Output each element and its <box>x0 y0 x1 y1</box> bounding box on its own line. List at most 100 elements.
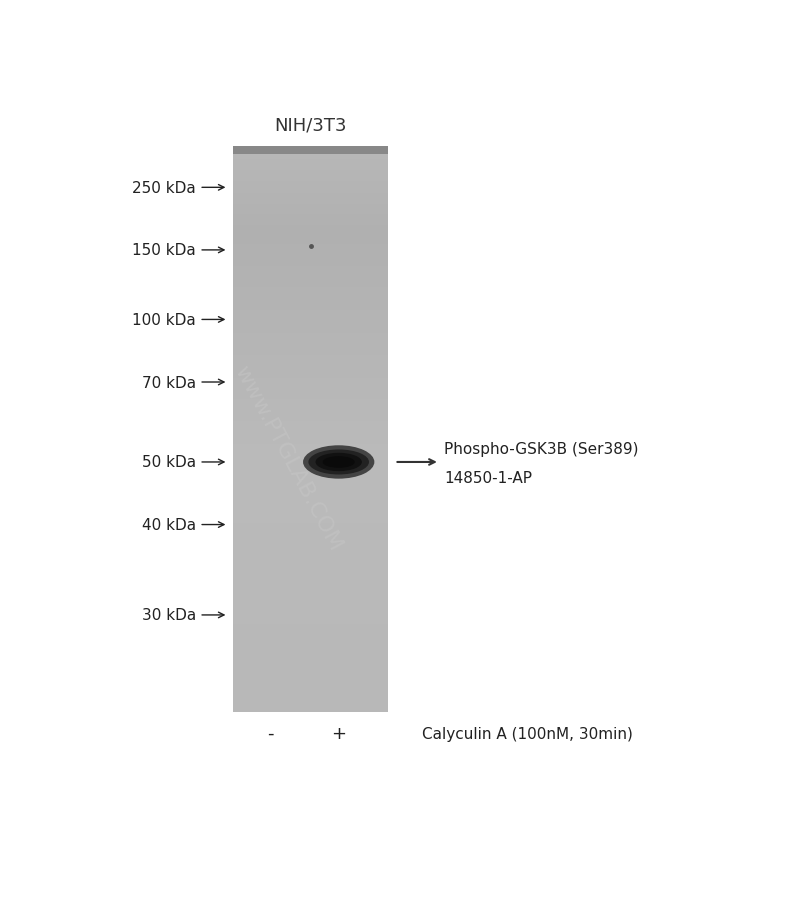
Bar <box>234 262 388 263</box>
Bar <box>234 573 388 575</box>
Bar <box>234 692 388 694</box>
Bar <box>234 647 388 649</box>
Bar <box>234 635 388 637</box>
Bar <box>234 318 388 320</box>
Bar <box>234 382 388 384</box>
Bar <box>234 474 388 476</box>
Bar <box>234 685 388 686</box>
Bar <box>234 391 388 393</box>
Bar <box>234 473 388 474</box>
Text: Phospho-GSK3B (Ser389): Phospho-GSK3B (Ser389) <box>444 441 638 456</box>
Bar <box>234 630 388 631</box>
Bar <box>234 711 388 713</box>
Bar <box>234 502 388 503</box>
Bar <box>234 571 388 573</box>
Bar <box>234 346 388 348</box>
Bar <box>234 294 388 296</box>
Bar <box>234 317 388 318</box>
Bar <box>234 533 388 535</box>
Bar <box>234 652 388 654</box>
Bar <box>234 151 388 152</box>
Text: +: + <box>331 724 346 742</box>
Bar <box>234 640 388 643</box>
Bar <box>234 341 388 343</box>
Bar <box>234 686 388 688</box>
Bar <box>234 201 388 203</box>
Bar <box>234 541 388 543</box>
Bar <box>234 336 388 337</box>
Bar <box>234 320 388 322</box>
Text: 14850-1-AP: 14850-1-AP <box>444 470 532 485</box>
Bar <box>234 308 388 310</box>
Bar <box>234 352 388 354</box>
Bar <box>234 390 388 391</box>
Bar <box>234 377 388 379</box>
Bar <box>234 554 388 556</box>
Bar <box>234 213 388 215</box>
Bar <box>234 612 388 614</box>
Bar <box>234 369 388 371</box>
Bar <box>234 511 388 512</box>
Bar <box>234 559 388 562</box>
Bar <box>234 184 388 186</box>
Bar <box>234 512 388 514</box>
Bar <box>234 414 388 416</box>
Bar <box>234 592 388 594</box>
Text: 150 kDa: 150 kDa <box>132 244 196 258</box>
Bar <box>234 599 388 601</box>
Bar <box>234 614 388 616</box>
Bar <box>234 481 388 483</box>
Bar <box>234 275 388 277</box>
Bar <box>234 547 388 548</box>
Bar <box>234 326 388 327</box>
Bar <box>234 620 388 621</box>
Bar <box>234 671 388 673</box>
Bar <box>234 464 388 465</box>
Bar <box>234 566 388 567</box>
Text: www.PTGLAB.COM: www.PTGLAB.COM <box>230 362 345 554</box>
Bar <box>234 267 388 269</box>
Bar <box>234 607 388 609</box>
Bar <box>234 163 388 165</box>
Bar <box>234 416 388 419</box>
Bar <box>234 422 388 424</box>
Bar <box>234 552 388 554</box>
Bar <box>234 483 388 484</box>
Bar <box>234 307 388 308</box>
Bar <box>234 524 388 526</box>
Bar <box>234 580 388 583</box>
Bar <box>234 374 388 377</box>
Bar <box>234 192 388 194</box>
Bar <box>234 424 388 426</box>
Bar <box>234 220 388 222</box>
Bar <box>234 562 388 564</box>
Bar <box>234 514 388 516</box>
Bar <box>234 492 388 493</box>
Bar <box>234 154 388 156</box>
Bar <box>234 695 388 697</box>
Bar <box>234 484 388 486</box>
Bar <box>234 420 388 422</box>
Bar <box>234 626 388 628</box>
Bar <box>234 156 388 158</box>
Bar <box>234 281 388 282</box>
Bar <box>234 398 388 400</box>
Bar <box>234 678 388 680</box>
Bar <box>234 286 388 288</box>
Bar <box>234 545 388 547</box>
Bar <box>234 454 388 456</box>
Bar <box>234 505 388 507</box>
Bar <box>234 507 388 509</box>
Bar <box>234 664 388 666</box>
Bar <box>234 428 388 429</box>
Bar <box>234 595 388 597</box>
Bar <box>234 456 388 458</box>
Bar <box>234 158 388 160</box>
Bar <box>234 531 388 533</box>
Bar <box>234 303 388 305</box>
Bar <box>234 401 388 403</box>
Bar <box>234 386 388 388</box>
Bar <box>234 229 388 231</box>
Bar <box>234 680 388 682</box>
Bar <box>234 452 388 454</box>
